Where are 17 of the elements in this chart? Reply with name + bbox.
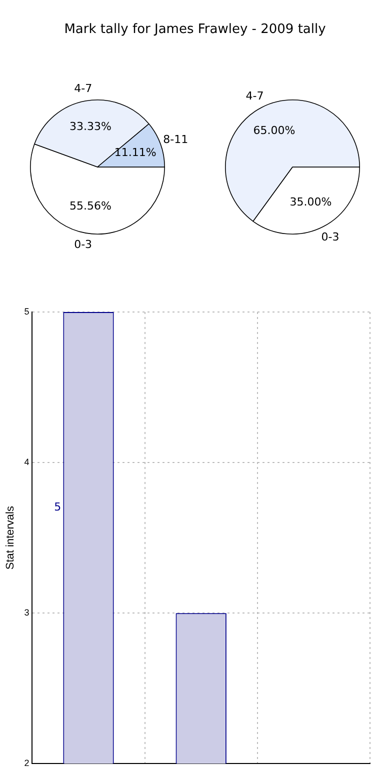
data-label: 33.33% <box>70 120 112 134</box>
slice-label: 4-7 <box>74 82 92 95</box>
slice-label: 0-3 <box>74 238 92 251</box>
slice-label: 4-7 <box>246 89 264 102</box>
data-label: 55.56% <box>70 200 112 213</box>
y-axis-title: Stat intervals <box>4 506 17 570</box>
slice-label: 8-11 <box>163 132 188 146</box>
data-label: 5 <box>54 500 62 514</box>
slice-label: 0-3 <box>321 230 340 244</box>
data-label: 65.00% <box>253 124 296 137</box>
data-label: 11.11% <box>114 146 156 160</box>
data-label: 35.00% <box>290 196 332 209</box>
chart-title: Mark tally for James Frawley - 2009 tally <box>63 21 327 39</box>
y-tick-label: 2 <box>24 758 30 768</box>
y-tick-label: 3 <box>24 608 30 618</box>
y-tick-label: 4 <box>24 457 30 468</box>
y-tick-label: 5 <box>24 306 30 316</box>
